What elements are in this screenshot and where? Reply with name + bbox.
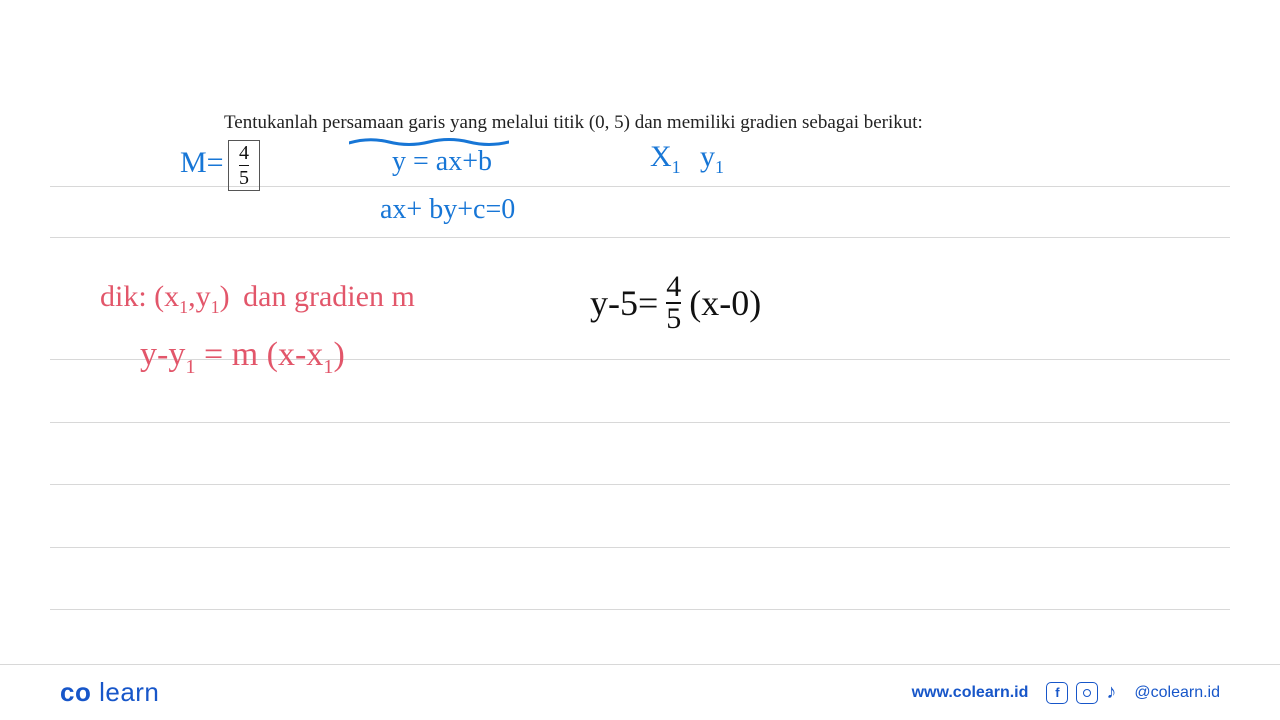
ruled-line [50,484,1230,485]
ruled-line [50,186,1230,187]
fraction-box: 4 5 [228,140,260,191]
problem-statement: Tentukanlah persamaan garis yang melalui… [224,112,923,134]
point-slope-formula: y-y1 = m (x-x1) [140,336,345,379]
x1-label: X1 [650,140,681,178]
fraction-numerator: 4 [239,143,249,163]
tiktok-icon: ♪ [1106,681,1116,704]
ruled-line [50,547,1230,548]
fraction-denominator: 5 [239,168,249,188]
dik-line: dik: (x1,y1) dan gradien m [100,280,415,318]
social-icons: f ♪ [1046,681,1116,704]
worked-fraction: 4 5 [666,272,681,334]
y1-label: y1 [700,140,724,178]
ruled-line [50,609,1230,610]
footer-handle: @colearn.id [1134,684,1220,702]
m-equals: M= [180,146,224,180]
ruled-line [50,237,1230,238]
form-general: ax+ by+c=0 [380,194,515,226]
worked-equation: y-5= 4 5 (x-0) [590,272,761,334]
instagram-icon [1076,682,1098,704]
ruled-line [50,422,1230,423]
footer-right: www.colearn.id f ♪ @colearn.id [912,681,1220,704]
footer-url: www.colearn.id [912,684,1029,702]
page: Tentukanlah persamaan garis yang melalui… [0,0,1280,720]
form-slope-intercept: y = ax+b [392,146,492,178]
footer: co learn www.colearn.id f ♪ @colearn.id [0,664,1280,720]
facebook-icon: f [1046,682,1068,704]
underline-wave [349,134,509,144]
logo: co learn [60,677,159,708]
